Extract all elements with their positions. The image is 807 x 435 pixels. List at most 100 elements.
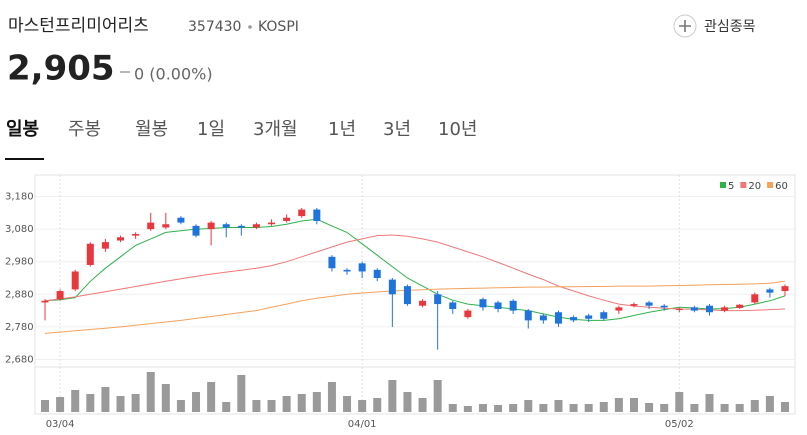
watch-button[interactable]: 관심종목 <box>673 14 756 38</box>
candle-body <box>449 302 457 309</box>
tab[interactable]: 1일 <box>197 119 225 140</box>
candle-body <box>751 294 759 303</box>
volume-bar <box>478 404 487 412</box>
y-tick-label: 2,880 <box>5 289 34 300</box>
x-tick-label: 05/02 <box>665 419 694 430</box>
volume-bar <box>71 390 80 412</box>
candle-body <box>192 225 200 236</box>
x-tick-label: 04/01 <box>348 419 377 430</box>
candle-body <box>207 222 215 230</box>
candle-body <box>101 242 109 249</box>
tab[interactable]: 1년 <box>328 119 356 140</box>
candle-body <box>419 300 427 306</box>
candle-body <box>237 225 245 228</box>
volume-bar <box>312 392 321 412</box>
candle-body <box>358 263 366 272</box>
candle-body <box>721 307 729 311</box>
price: 2,905 <box>7 49 115 89</box>
candle-body <box>570 317 578 321</box>
candle-body <box>509 300 517 311</box>
ma-line <box>44 234 786 312</box>
legend-label: 60 <box>775 181 788 192</box>
tab[interactable]: 3년 <box>383 119 411 140</box>
volume-bar <box>403 392 412 412</box>
candle-body <box>41 300 49 303</box>
volume-bar <box>267 400 276 412</box>
volume-bar <box>418 398 427 412</box>
volume-bar <box>781 402 789 412</box>
ma-line <box>44 218 786 321</box>
candle-body <box>56 291 64 300</box>
candle-body <box>705 305 713 313</box>
volume-bar <box>116 396 125 412</box>
volume-bar <box>524 400 533 412</box>
volume-bar <box>629 398 638 412</box>
legend-label: 5 <box>728 181 734 192</box>
y-tick-label: 2,680 <box>5 354 34 365</box>
candle-body <box>403 286 411 305</box>
candle-body <box>434 294 442 305</box>
volume-bar <box>433 380 442 412</box>
watch-label: 관심종목 <box>704 19 756 35</box>
volume-bar <box>252 400 261 412</box>
volume-bar <box>222 402 231 412</box>
candle-body <box>781 286 789 292</box>
volume-bar <box>192 392 201 412</box>
y-tick-label: 3,180 <box>5 192 34 203</box>
volume-bar <box>343 396 352 412</box>
tab[interactable]: 10년 <box>438 119 477 140</box>
candle-body <box>630 304 638 306</box>
candle-body <box>675 308 683 310</box>
candle-body <box>494 302 502 309</box>
candle-body <box>600 312 608 319</box>
candle-body <box>388 279 396 295</box>
candle-body <box>585 315 593 319</box>
y-tick-label: 2,980 <box>5 257 34 268</box>
candle-body <box>222 224 230 228</box>
volume-bar <box>569 404 578 412</box>
candle-body <box>660 305 668 308</box>
y-tick-label: 3,080 <box>5 224 34 235</box>
tab[interactable]: 월봉 <box>135 119 168 140</box>
volume-bar <box>161 384 170 412</box>
tab[interactable]: 주봉 <box>68 119 101 140</box>
volume-bar <box>327 382 336 412</box>
candle-body <box>645 302 653 306</box>
volume-bar <box>297 394 306 412</box>
volume-bar <box>735 404 744 412</box>
tab[interactable]: 3개월 <box>253 119 298 140</box>
candle-body <box>298 209 306 217</box>
candle-body <box>479 299 487 308</box>
separator-dot <box>248 25 252 29</box>
volume-bar <box>690 404 699 412</box>
volume-bar <box>448 404 457 412</box>
volume-bar <box>282 396 291 412</box>
tab[interactable]: 일봉 <box>6 119 39 140</box>
candle-body <box>117 237 125 241</box>
plus <box>679 20 691 32</box>
candle-body <box>162 224 170 228</box>
candle-body <box>736 304 744 308</box>
volume-bar <box>584 404 593 412</box>
volume-bar <box>131 394 140 412</box>
volume-bar <box>56 397 65 412</box>
volume-bar <box>645 403 654 412</box>
ma-line <box>44 280 786 334</box>
volume-bar <box>373 398 382 412</box>
stock-name: 마스턴프리미어리츠 <box>8 16 149 36</box>
candle-body <box>373 269 381 278</box>
candle-body <box>539 315 547 321</box>
volume-bar <box>599 402 608 412</box>
volume-bar <box>539 404 548 412</box>
tabs: 일봉 주봉 월봉 1일 3개월 1년 3년 10년 <box>5 119 477 160</box>
legend-swatch <box>740 182 747 188</box>
volume-bar <box>101 387 110 412</box>
candle-body <box>615 307 623 311</box>
volume-bar <box>207 382 216 412</box>
candle-body <box>86 243 94 265</box>
candle-body <box>283 217 291 221</box>
volume-bar <box>176 400 185 412</box>
volume-bar <box>237 375 246 412</box>
price-change: 0 (0.00%) <box>134 65 213 84</box>
